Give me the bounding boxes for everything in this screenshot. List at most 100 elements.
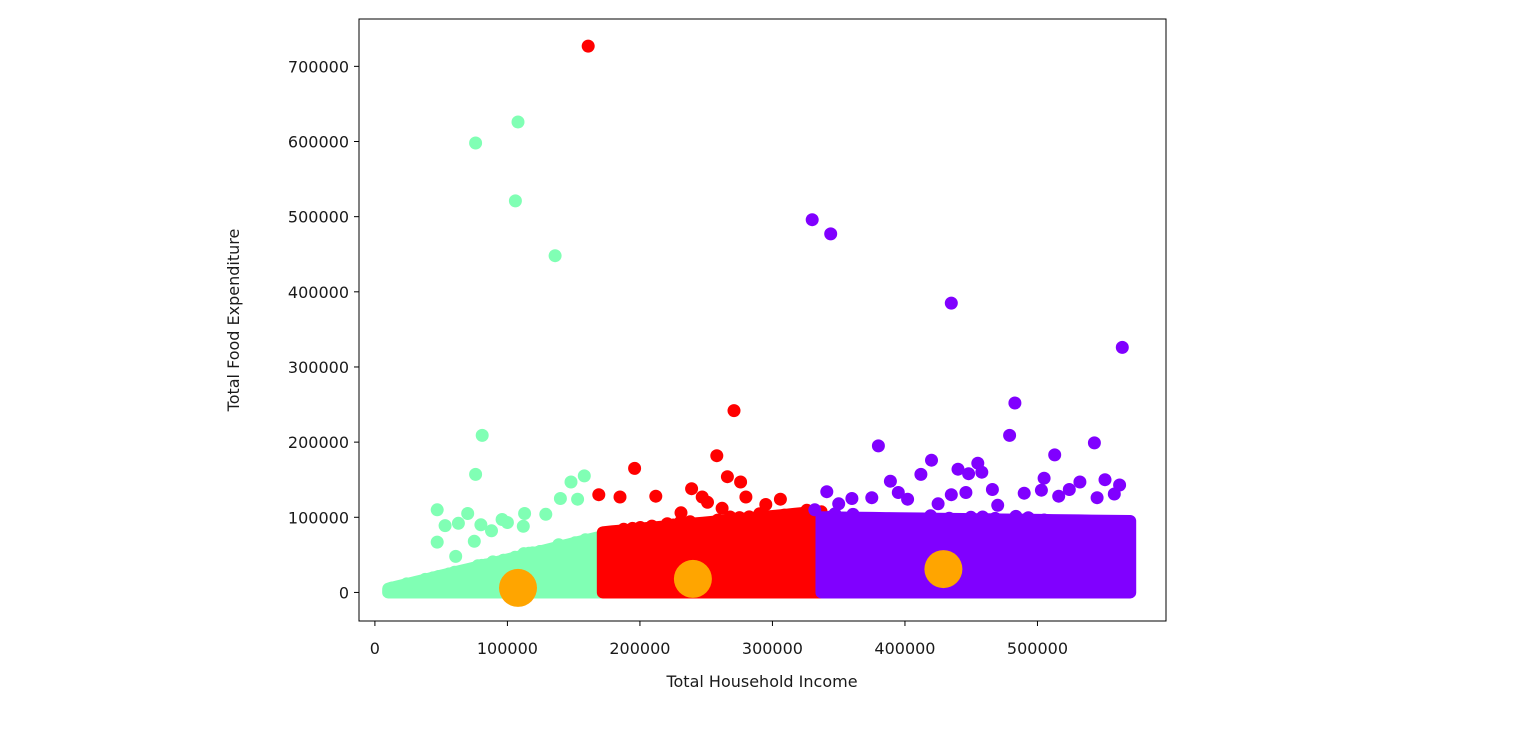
y-tick-label: 600000 bbox=[288, 133, 349, 152]
cluster-point bbox=[765, 512, 779, 526]
y-tick-label: 400000 bbox=[288, 283, 349, 302]
y-tick-label: 300000 bbox=[288, 358, 349, 377]
cluster-point bbox=[1058, 515, 1072, 528]
x-tick-label: 100000 bbox=[477, 639, 538, 658]
scatter-point bbox=[564, 475, 578, 489]
cluster-point bbox=[504, 558, 517, 572]
scatter-point bbox=[461, 507, 475, 520]
scatter-point bbox=[1062, 483, 1076, 496]
scatter-point bbox=[1098, 473, 1112, 487]
y-axis-label: Total Food Expenditure bbox=[224, 229, 243, 413]
scatter-point bbox=[581, 39, 595, 53]
cluster-point bbox=[1063, 527, 1077, 541]
scatter-point bbox=[883, 474, 897, 488]
scatter-point bbox=[931, 497, 945, 511]
scatter-point bbox=[1034, 483, 1048, 497]
cluster-point bbox=[846, 507, 860, 521]
scatter-point bbox=[430, 535, 444, 549]
scatter-point bbox=[467, 534, 481, 548]
scatter-point bbox=[1073, 475, 1087, 489]
scatter-point bbox=[985, 483, 999, 496]
x-tick-label: 0 bbox=[370, 639, 380, 658]
cluster-point bbox=[1099, 515, 1113, 529]
cluster-point bbox=[543, 550, 557, 564]
cluster-point bbox=[1009, 509, 1023, 523]
scatter-point bbox=[701, 495, 714, 509]
cluster-point bbox=[667, 518, 680, 532]
scatter-point bbox=[518, 507, 532, 520]
scatter-point bbox=[820, 485, 834, 499]
scatter-point bbox=[571, 492, 585, 506]
cluster-point bbox=[671, 535, 685, 549]
cluster-point bbox=[683, 515, 697, 529]
scatter-point bbox=[1052, 489, 1066, 503]
scatter-point bbox=[438, 519, 452, 533]
x-axis-label: Total Household Income bbox=[665, 672, 857, 691]
cluster-point bbox=[526, 551, 540, 565]
cluster-point bbox=[450, 566, 464, 580]
cluster-point bbox=[777, 508, 791, 522]
cluster-point bbox=[478, 558, 492, 572]
scatter-point bbox=[475, 428, 489, 442]
y-tick-label: 700000 bbox=[288, 57, 349, 76]
scatter-point bbox=[516, 519, 530, 533]
x-tick-label: 500000 bbox=[1007, 639, 1068, 658]
cluster-point bbox=[1038, 530, 1052, 544]
scatter-point bbox=[871, 439, 885, 453]
scatter-point bbox=[773, 492, 787, 506]
cluster-point bbox=[988, 511, 1002, 525]
scatter-point bbox=[592, 488, 606, 502]
scatter-point bbox=[824, 227, 838, 241]
scatter-point bbox=[1115, 340, 1129, 354]
cluster-point bbox=[400, 579, 414, 593]
cluster-point bbox=[795, 508, 809, 522]
scatter-point bbox=[449, 549, 463, 563]
scatter-point bbox=[710, 449, 724, 463]
cluster-point bbox=[820, 523, 834, 537]
cluster-point bbox=[610, 533, 623, 547]
cluster-point bbox=[750, 525, 764, 539]
cluster-point bbox=[834, 524, 848, 538]
scatter-point bbox=[508, 194, 522, 208]
scatter-point bbox=[613, 490, 627, 504]
scatter-point bbox=[430, 503, 444, 517]
y-tick-label: 200000 bbox=[288, 433, 349, 452]
scatter-point bbox=[951, 462, 965, 476]
scatter-point bbox=[759, 498, 773, 511]
cluster-point bbox=[633, 521, 647, 534]
scatter-point bbox=[674, 506, 688, 520]
cluster-point bbox=[945, 521, 959, 535]
scatter-point bbox=[469, 136, 483, 150]
cluster-point bbox=[742, 510, 756, 524]
cluster-point bbox=[1037, 513, 1051, 527]
scatter-point bbox=[685, 482, 699, 496]
cluster-point bbox=[1024, 522, 1038, 536]
cluster-point bbox=[789, 520, 803, 534]
scatter-point bbox=[925, 453, 938, 467]
centroid-marker bbox=[924, 550, 963, 589]
cluster-point bbox=[651, 521, 665, 535]
scatter-point bbox=[914, 467, 928, 481]
scatter-point bbox=[715, 501, 729, 515]
scatter-point bbox=[628, 461, 642, 475]
cluster-points bbox=[382, 39, 1137, 599]
scatter-point bbox=[901, 492, 915, 506]
scatter-point bbox=[944, 488, 958, 502]
scatter-point bbox=[975, 465, 989, 479]
cluster-point bbox=[886, 513, 900, 526]
scatter-point bbox=[539, 507, 553, 521]
scatter-point bbox=[548, 249, 562, 263]
scatter-point bbox=[1003, 428, 1017, 442]
scatter-point bbox=[1090, 491, 1104, 505]
scatter-point bbox=[1107, 487, 1121, 501]
scatter-point bbox=[1087, 436, 1101, 450]
scatter-point bbox=[865, 491, 879, 505]
cluster-point bbox=[383, 582, 397, 596]
scatter-point bbox=[832, 497, 846, 511]
cluster-point bbox=[976, 510, 990, 524]
scatter-point bbox=[485, 524, 498, 538]
x-axis-ticks: 0 100000 200000 300000 400000 500000 bbox=[370, 621, 1068, 658]
cluster-point bbox=[1092, 530, 1106, 544]
